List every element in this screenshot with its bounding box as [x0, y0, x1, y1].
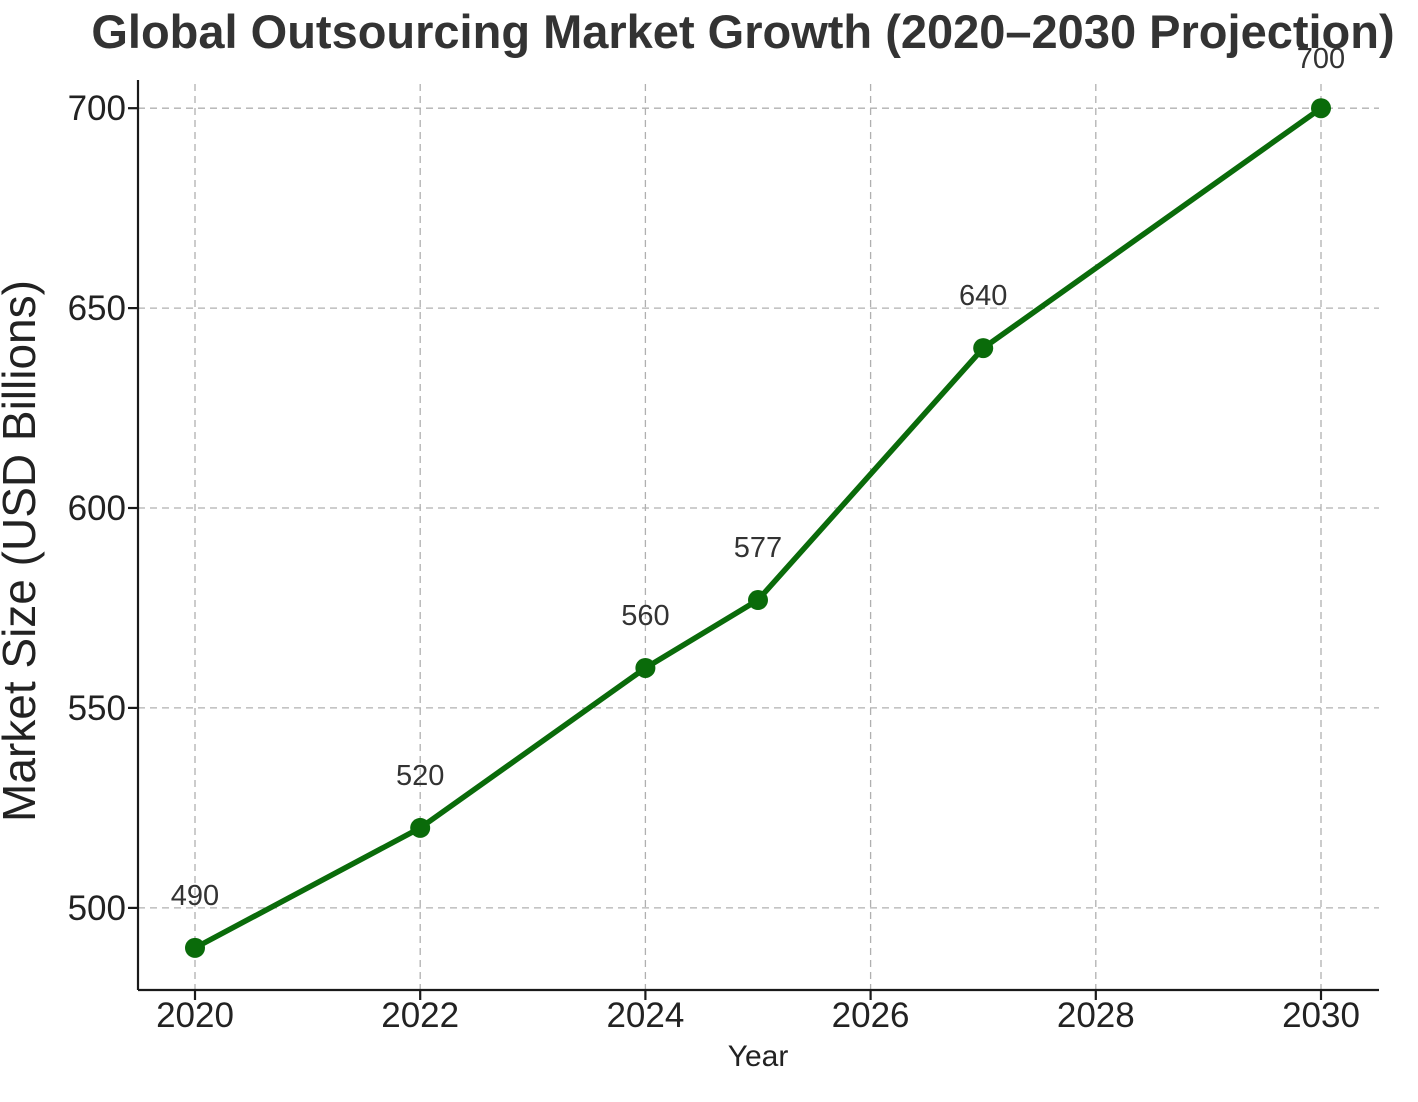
svg-text:560: 560 [621, 600, 669, 632]
svg-text:600: 600 [68, 489, 126, 528]
svg-text:2028: 2028 [1057, 996, 1135, 1035]
svg-text:500: 500 [68, 889, 126, 928]
svg-text:2030: 2030 [1282, 996, 1360, 1035]
svg-text:650: 650 [68, 289, 126, 328]
svg-text:Year: Year [728, 1040, 789, 1073]
svg-text:2026: 2026 [832, 996, 910, 1035]
svg-text:2020: 2020 [156, 996, 234, 1035]
svg-text:Market Size (USD Billions): Market Size (USD Billions) [0, 280, 45, 822]
svg-text:700: 700 [1297, 43, 1345, 75]
svg-text:490: 490 [171, 880, 219, 912]
svg-text:2022: 2022 [381, 996, 459, 1035]
svg-text:550: 550 [68, 689, 126, 728]
svg-text:520: 520 [396, 760, 444, 792]
svg-text:700: 700 [68, 89, 126, 128]
svg-text:Global Outsourcing Market Grow: Global Outsourcing Market Growth (2020–2… [91, 5, 1394, 58]
svg-text:577: 577 [734, 532, 782, 564]
svg-text:640: 640 [959, 280, 1007, 312]
svg-text:2024: 2024 [606, 996, 684, 1035]
